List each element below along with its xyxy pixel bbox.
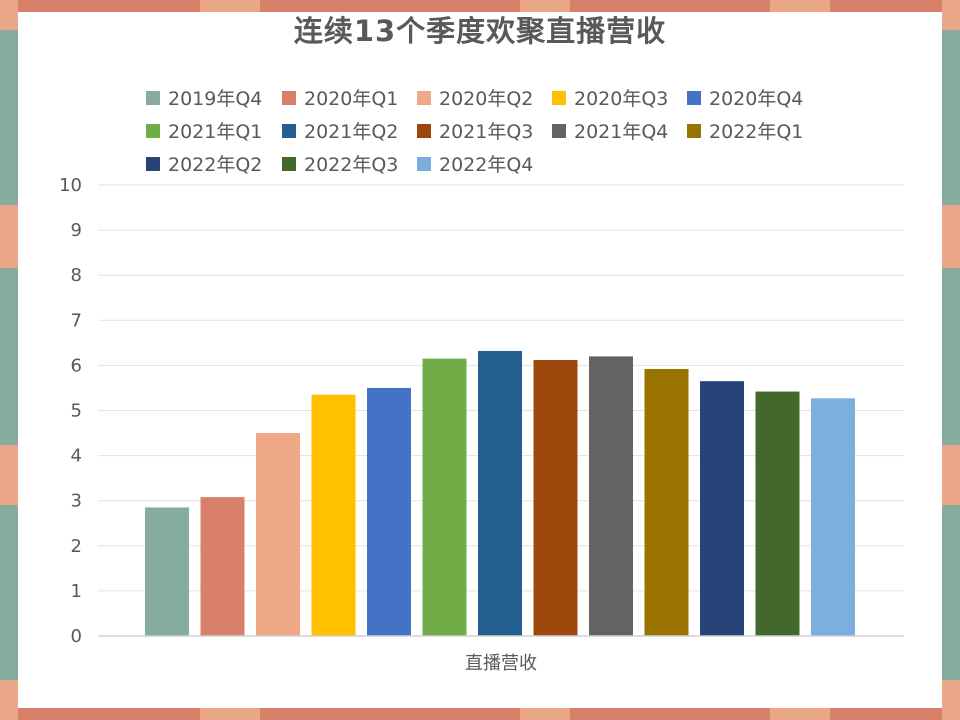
legend-label: 2019年Q4 (168, 88, 263, 110)
legend-item: 2021年Q1 (146, 117, 262, 144)
legend-swatch (282, 123, 296, 138)
bar-2022年Q1 (644, 369, 689, 636)
y-tick-label: 9 (71, 220, 82, 241)
legend-item: 2022年Q4 (417, 150, 533, 177)
legend-item: 2021年Q3 (417, 117, 533, 144)
y-tick-label: 6 (71, 355, 82, 376)
legend-label: 2022年Q4 (439, 154, 534, 176)
legend-swatch (417, 156, 431, 171)
bar-2021年Q2 (478, 350, 522, 636)
y-tick-label: 10 (59, 175, 82, 196)
legend-item: 2020年Q1 (282, 84, 398, 111)
bar-2021年Q4 (589, 356, 633, 636)
legend-swatch (552, 123, 566, 138)
legend-label: 2022年Q3 (304, 154, 399, 176)
legend-item: 2021年Q4 (552, 117, 668, 144)
legend-label: 2020年Q1 (304, 88, 399, 110)
legend-item: 2022年Q3 (282, 150, 398, 177)
y-tick-label: 7 (71, 310, 82, 331)
legend-label: 2020年Q2 (439, 88, 534, 110)
y-tick-label: 0 (71, 626, 82, 647)
legend-swatch (146, 123, 160, 138)
decorative-border-right (942, 0, 960, 720)
bar-2020年Q3 (311, 394, 356, 636)
legend-swatch (146, 156, 160, 171)
bar-2022年Q4 (811, 398, 855, 636)
bar-2021年Q3 (533, 359, 578, 636)
y-tick-label: 8 (71, 265, 82, 286)
legend-swatch (282, 156, 296, 171)
bar-2020年Q2 (256, 433, 300, 636)
legend-label: 2021年Q4 (574, 121, 669, 143)
legend-label: 2021年Q1 (168, 121, 263, 143)
legend-swatch (282, 90, 296, 105)
bar-2020年Q4 (367, 387, 411, 636)
y-tick-label: 1 (71, 581, 82, 602)
legend-swatch (417, 123, 431, 138)
legend-item: 2020年Q4 (687, 84, 803, 111)
legend-item: 2020年Q3 (552, 84, 668, 111)
chart-title: 连续13个季度欢聚直播营收 (293, 14, 667, 48)
legend-label: 2022年Q1 (709, 121, 804, 143)
legend-label: 2021年Q2 (304, 121, 399, 143)
legend-item: 2021年Q2 (282, 117, 398, 144)
legend-item: 2022年Q2 (146, 150, 262, 177)
y-tick-label: 5 (71, 401, 82, 422)
legend-swatch (687, 90, 701, 105)
legend-swatch (146, 90, 160, 105)
legend-label: 2022年Q2 (168, 154, 263, 176)
y-tick-label: 3 (71, 491, 82, 512)
x-category-label: 直播营收 (465, 653, 537, 674)
bar-2020年Q1 (200, 497, 245, 636)
legend-label: 2020年Q3 (574, 88, 669, 110)
decorative-border-top (0, 0, 960, 12)
decorative-border-left (0, 0, 18, 720)
decorative-border-bottom (0, 708, 960, 720)
legend-label: 2021年Q3 (439, 121, 534, 143)
legend-item: 2020年Q2 (417, 84, 533, 111)
legend-swatch (552, 90, 566, 105)
legend-label: 2020年Q4 (709, 88, 804, 110)
y-tick-label: 4 (71, 446, 82, 467)
bar-2019年Q4 (145, 507, 189, 636)
legend-swatch (417, 90, 431, 105)
legend-item: 2019年Q4 (146, 84, 262, 111)
bar-2022年Q2 (700, 381, 744, 636)
bar-2021年Q1 (422, 358, 467, 636)
legend-swatch (687, 123, 701, 138)
y-tick-label: 2 (71, 536, 82, 557)
bar-2022年Q3 (755, 391, 800, 636)
legend-item: 2022年Q1 (687, 117, 803, 144)
